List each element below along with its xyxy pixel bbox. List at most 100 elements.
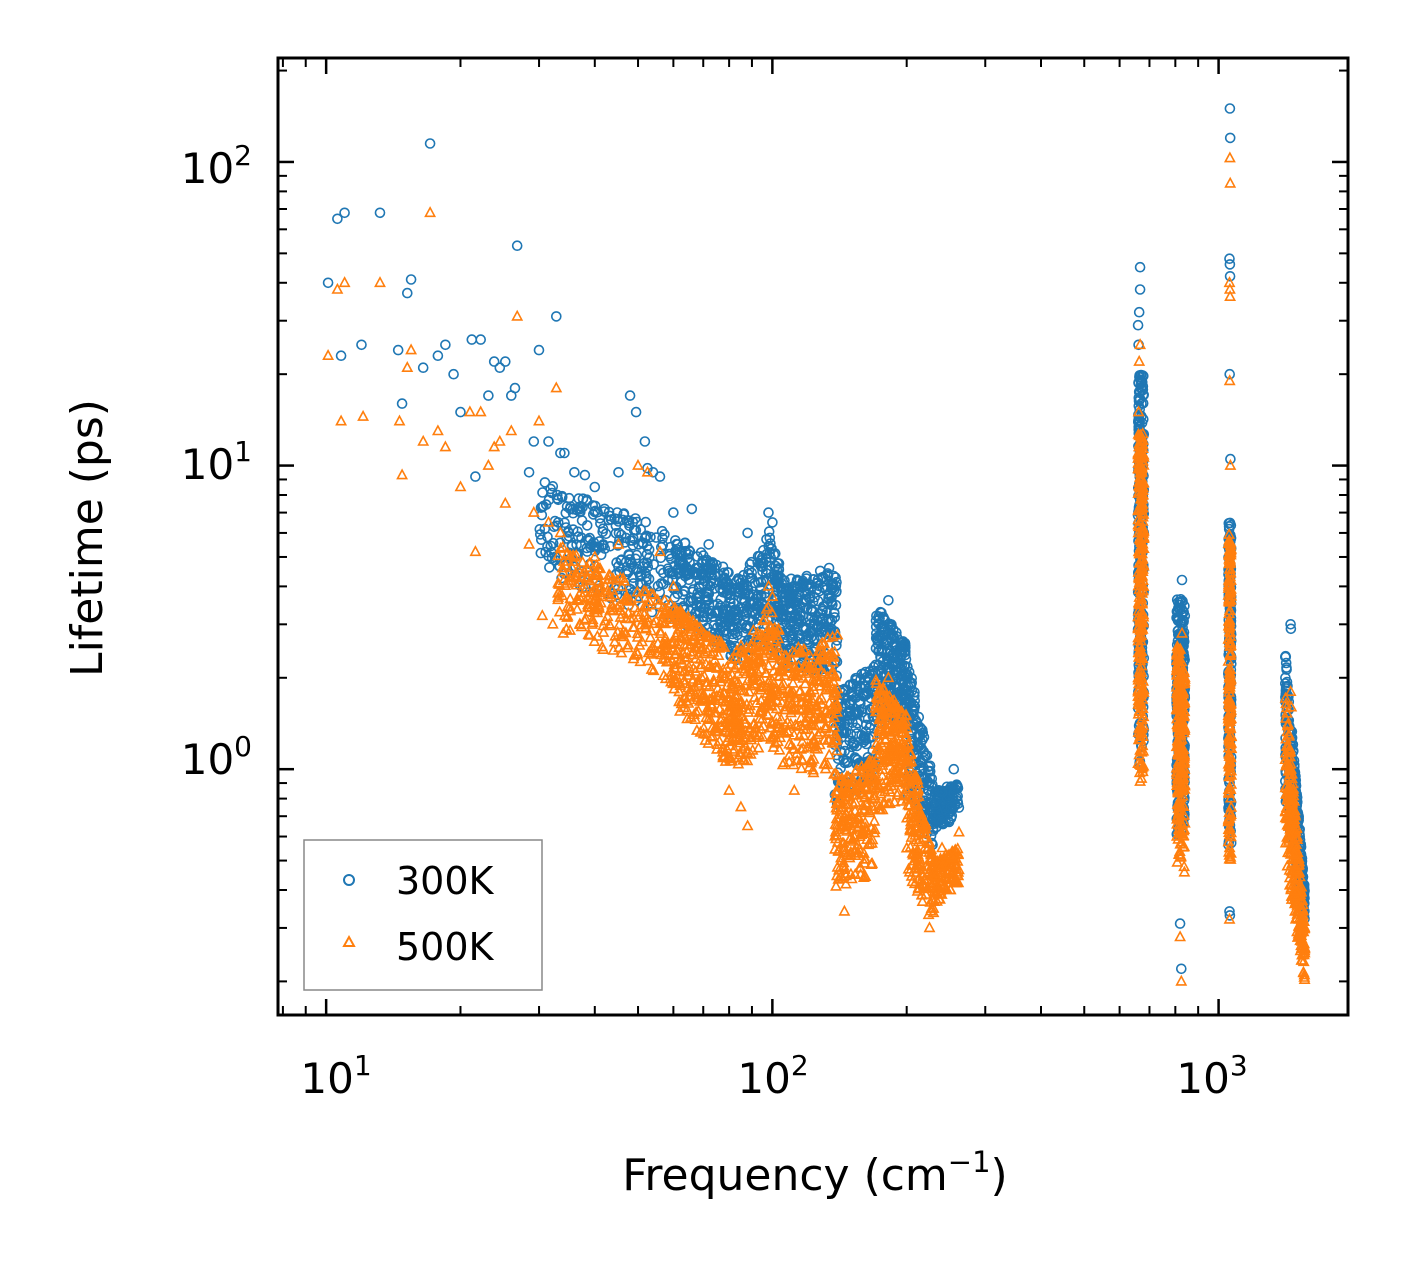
point-300k [684,546,696,557]
point-300k [864,665,876,677]
point-300k [1133,306,1145,318]
point-500k [870,737,883,749]
point-300k [849,752,861,763]
point-300k [339,207,350,219]
point-500k [577,565,590,577]
point-500k [698,647,711,659]
point-300k [746,556,757,568]
point-500k [582,628,595,640]
point-500k [702,736,715,748]
point-500k [900,708,912,720]
point-500k [903,799,916,811]
point-500k [797,642,810,654]
point-500k [1135,473,1148,485]
point-500k [901,792,914,804]
point-300k [655,578,667,589]
point-500k [824,707,837,719]
point-500k [807,763,819,775]
point-500k [699,657,712,669]
point-500k [816,651,829,663]
point-300k [634,571,646,582]
point-500k [812,693,825,705]
point-500k [810,699,822,711]
point-500k [849,804,862,816]
point-500k [654,607,667,619]
point-300k [564,503,576,515]
point-500k [928,866,941,878]
point-500k [1137,683,1150,695]
point-300k [1285,623,1297,635]
point-300k [563,492,575,504]
point-500k [902,862,915,874]
point-500k [828,829,841,841]
point-500k [874,787,887,799]
point-300k [708,577,720,589]
point-300k [494,362,506,374]
point-500k [800,723,813,735]
point-500k [631,605,644,617]
point-500k [586,617,599,629]
point-500k [760,646,773,658]
point-500k [751,644,764,656]
point-500k [912,776,924,788]
point-300k [543,436,554,447]
point-500k [574,592,587,604]
point-500k [776,696,788,708]
point-500k [751,653,763,665]
point-300k [795,607,807,619]
point-300k [802,636,814,648]
point-500k [913,825,925,837]
point-300k [780,583,792,595]
point-500k [832,863,845,875]
point-300k [432,350,444,362]
point-500k [901,754,914,766]
point-300k [917,734,928,746]
point-500k [720,742,733,754]
point-300k [1225,453,1236,465]
point-300k [639,532,651,544]
point-500k [631,647,644,659]
point-500k [884,725,897,737]
point-500k [874,736,887,748]
point-500k [730,717,743,729]
point-500k [795,762,808,774]
point-500k [922,837,935,849]
point-500k [902,736,915,748]
point-500k [681,651,694,663]
point-500k [950,873,963,885]
point-500k [917,817,929,829]
point-300k [690,606,702,618]
point-300k [765,538,776,549]
point-300k [644,552,655,563]
point-500k [568,571,581,583]
point-500k [700,678,713,690]
point-500k [707,673,720,685]
point-500k [636,635,649,647]
point-500k [904,822,917,834]
point-500k [664,613,677,625]
point-500k [914,858,927,870]
point-500k [631,630,644,642]
point-500k [1137,719,1150,731]
point-500k [681,703,694,715]
point-300k [628,563,639,574]
point-500k [880,713,893,725]
point-500k [556,561,569,573]
point-300k [841,757,853,769]
point-300k [730,604,742,616]
point-300k [924,765,936,777]
point-300k [913,711,925,723]
point-500k [888,795,901,807]
point-500k [677,647,690,659]
point-300k [533,344,545,356]
point-500k [621,641,634,653]
point-500k [799,677,812,689]
point-300k [811,584,823,595]
point-300k [702,587,714,599]
point-300k [707,558,719,570]
point-500k [787,685,800,697]
point-500k [848,830,861,842]
point-500k [688,708,701,720]
point-300k [942,815,954,827]
point-500k [638,608,651,620]
